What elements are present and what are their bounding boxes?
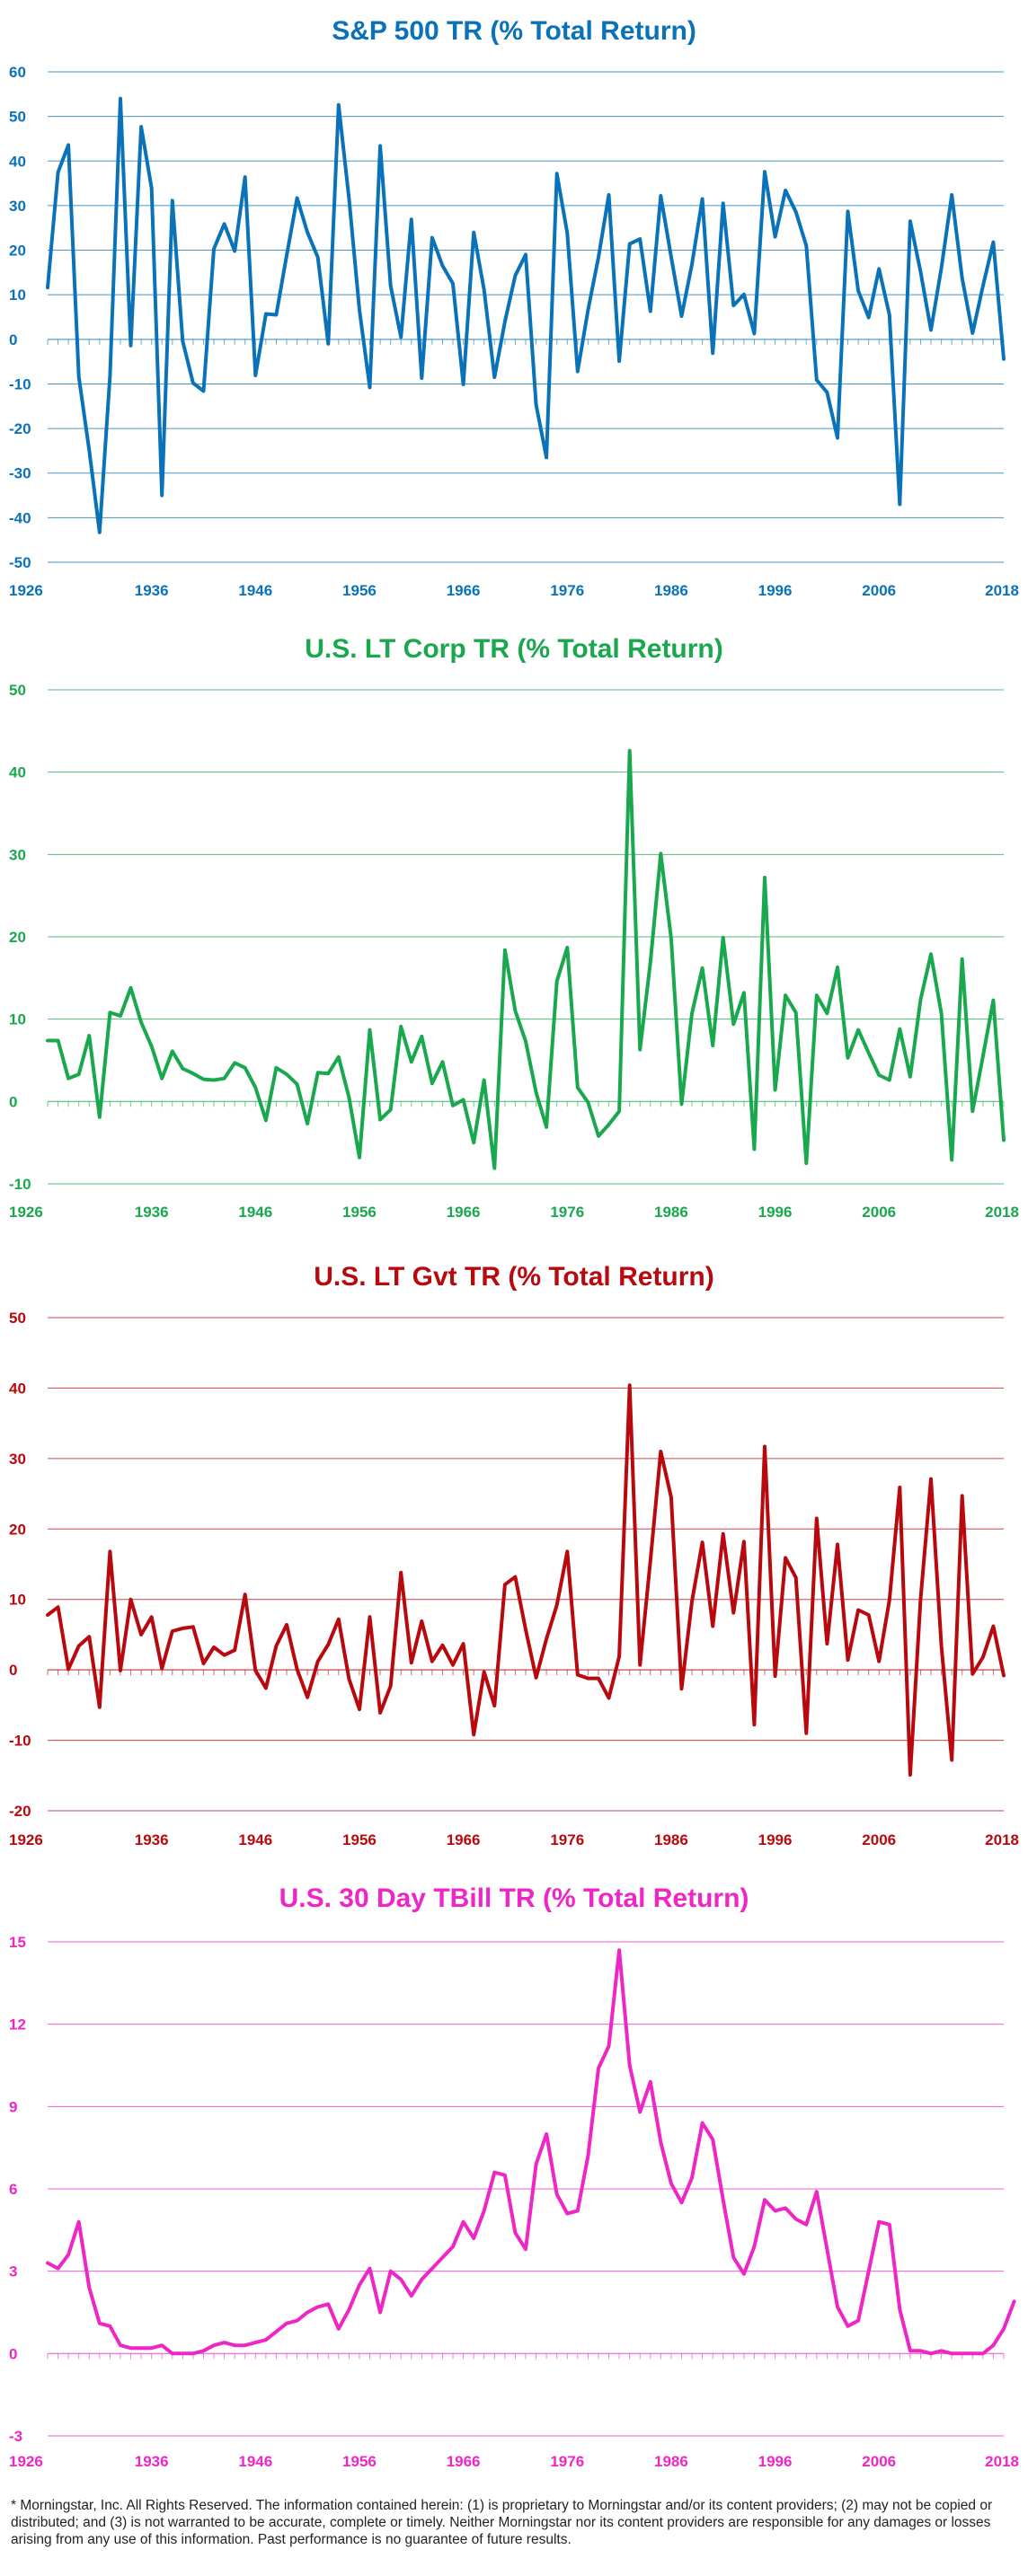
y-tick-label: 20	[9, 1521, 26, 1538]
y-tick-label: 50	[9, 682, 26, 699]
y-tick-label: 10	[9, 287, 26, 304]
x-tick-label: 2018	[985, 2453, 1019, 2470]
chart-title: U.S. LT Corp TR (% Total Return)	[305, 634, 723, 664]
chart-title: U.S. 30 Day TBill TR (% Total Return)	[279, 1883, 749, 1913]
x-tick-label: 1926	[9, 1204, 43, 1221]
x-tick-label: 1946	[238, 1204, 272, 1221]
x-tick-label: 1966	[447, 1831, 481, 1848]
x-tick-label: 1926	[9, 2453, 43, 2470]
y-tick-label: 0	[9, 1093, 17, 1110]
x-tick-label: 1976	[550, 1831, 584, 1848]
x-tick-label: 1926	[9, 582, 43, 599]
x-tick-label: 1926	[9, 1831, 43, 1848]
y-tick-label: 50	[9, 1310, 26, 1327]
x-tick-label: 2018	[985, 1831, 1019, 1848]
chart-title: S&P 500 TR (% Total Return)	[332, 16, 696, 46]
footnote: * Morningstar, Inc. All Rights Reserved.…	[11, 2498, 993, 2547]
series-line	[46, 1383, 1006, 1777]
x-tick-label: 1976	[550, 1204, 584, 1221]
chart-title: U.S. LT Gvt TR (% Total Return)	[314, 1262, 714, 1292]
y-tick-label: 50	[9, 109, 26, 126]
x-tick-label: 1996	[758, 1204, 793, 1221]
x-tick-label: 1966	[447, 1204, 481, 1221]
y-tick-label: 0	[9, 2345, 17, 2362]
x-tick-label: 1936	[135, 1204, 169, 1221]
x-tick-label: 1946	[238, 582, 272, 599]
x-tick-label: 1936	[135, 1831, 169, 1848]
x-tick-label: 2006	[862, 1204, 896, 1221]
x-tick-label: 2006	[862, 582, 896, 599]
y-tick-label: 12	[9, 2016, 26, 2033]
x-tick-label: 1946	[238, 2453, 272, 2470]
y-tick-label: -10	[9, 1176, 31, 1193]
y-tick-label: -20	[9, 1803, 31, 1820]
lt-corp-chart: U.S. LT Corp TR (% Total Return) -10 0 10 20…	[9, 634, 1019, 1221]
x-tick-label: 1956	[342, 2453, 377, 2470]
x-tick-label: 1956	[342, 1831, 377, 1848]
x-tick-label: 2006	[862, 1831, 896, 1848]
y-tick-label: 40	[9, 764, 26, 781]
y-tick-label: 0	[9, 331, 17, 348]
y-tick-label: -20	[9, 420, 31, 437]
x-tick-label: 1956	[342, 582, 377, 599]
y-tick-label: 40	[9, 1380, 26, 1397]
x-tick-label: 1986	[654, 1831, 688, 1848]
x-tick-label: 1996	[758, 582, 793, 599]
x-tick-label: 1956	[342, 1204, 377, 1221]
x-tick-label: 1986	[654, 582, 688, 599]
y-tick-label: 30	[9, 846, 26, 863]
x-tick-label: 1976	[550, 2453, 584, 2470]
y-tick-label: 10	[9, 1011, 26, 1028]
y-tick-label: -10	[9, 375, 31, 393]
y-tick-label: -50	[9, 554, 31, 571]
x-tick-label: 1936	[135, 582, 169, 599]
y-tick-label: -10	[9, 1733, 31, 1750]
y-tick-label: 20	[9, 929, 26, 946]
y-tick-label: 20	[9, 243, 26, 260]
x-tick-label: 1986	[654, 2453, 688, 2470]
lt-gvt-chart: U.S. LT Gvt TR (% Total Return) -20 -10 0 10…	[9, 1262, 1019, 1848]
series-line	[46, 96, 1006, 534]
tbill-chart: U.S. 30 Day TBill TR (% Total Return) -3 0…	[9, 1883, 1019, 2470]
y-tick-label: 40	[9, 153, 26, 170]
sp500-chart: S&P 500 TR (% Total Return) -50 -40 -30 -20 -…	[9, 16, 1019, 599]
x-tick-label: 1946	[238, 1831, 272, 1848]
y-tick-label: 30	[9, 198, 26, 215]
y-tick-label: 3	[9, 2263, 17, 2280]
x-tick-label: 2018	[985, 582, 1019, 599]
y-tick-label: -3	[9, 2428, 22, 2445]
y-tick-label: 30	[9, 1451, 26, 1468]
x-tick-label: 1936	[135, 2453, 169, 2470]
x-tick-label: 2006	[862, 2453, 896, 2470]
y-tick-label: 10	[9, 1592, 26, 1609]
x-tick-label: 1966	[447, 2453, 481, 2470]
x-tick-label: 1986	[654, 1204, 688, 1221]
series-line	[46, 748, 1006, 1170]
y-tick-label: -40	[9, 509, 31, 526]
y-tick-label: 9	[9, 2098, 17, 2115]
x-tick-label: 1996	[758, 2453, 793, 2470]
y-tick-label: 60	[9, 64, 26, 81]
x-tick-label: 1966	[447, 582, 481, 599]
y-tick-label: 15	[9, 1934, 26, 1951]
y-tick-label: 0	[9, 1662, 17, 1679]
x-tick-label: 2018	[985, 1204, 1019, 1221]
x-tick-label: 1976	[550, 582, 584, 599]
x-tick-label: 1996	[758, 1831, 793, 1848]
series-line	[46, 1948, 1016, 2356]
y-tick-label: -30	[9, 465, 31, 482]
y-tick-label: 6	[9, 2181, 17, 2198]
